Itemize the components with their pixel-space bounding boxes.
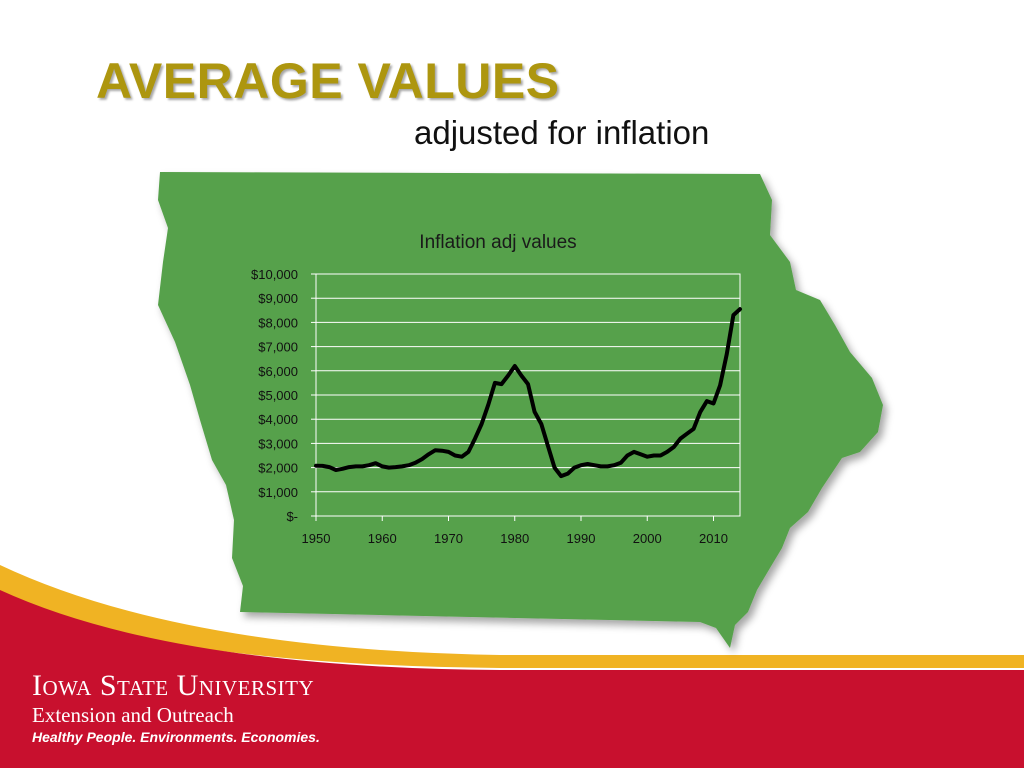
x-tick-label: 1970 [434,531,463,546]
y-tick-label: $2,000 [258,461,298,476]
y-tick-label: $- [286,509,298,524]
x-tick-label: 2000 [633,531,662,546]
y-tick-label: $4,000 [258,412,298,427]
chart-title: Inflation adj values [419,232,576,253]
y-tick-label: $5,000 [258,388,298,403]
x-tick-label: 1980 [500,531,529,546]
y-tick-label: $3,000 [258,436,298,451]
logo-wordmark: Iowa State University [32,669,315,702]
tagline: Healthy People. Environments. Economies. [32,729,320,745]
series-line [314,307,742,479]
y-tick-label: $8,000 [258,315,298,330]
x-tick-label: 2010 [699,531,728,546]
plot-area: $- $1,000 $2,000 $3,000 $4,000 $5,000 $6,000 $7… [251,267,742,546]
x-tick-label: 1960 [368,531,397,546]
y-tick-label: $1,000 [258,485,298,500]
x-tick-label: 1950 [302,531,331,546]
y-tick-label: $10,000 [251,267,298,282]
slide-title: AVERAGE VALUES [96,53,560,109]
y-tick-label: $7,000 [258,340,298,355]
x-tick-label: 1990 [567,531,596,546]
university-logo: Iowa State University Extension and Outr… [32,670,314,728]
y-tick-label: $6,000 [258,364,298,379]
red-swoosh [0,590,1024,768]
logo-subline: Extension and Outreach [32,703,234,727]
gold-swoosh [0,565,1024,668]
y-tick-label: $9,000 [258,291,298,306]
slide-subtitle: adjusted for inflation [414,114,710,151]
